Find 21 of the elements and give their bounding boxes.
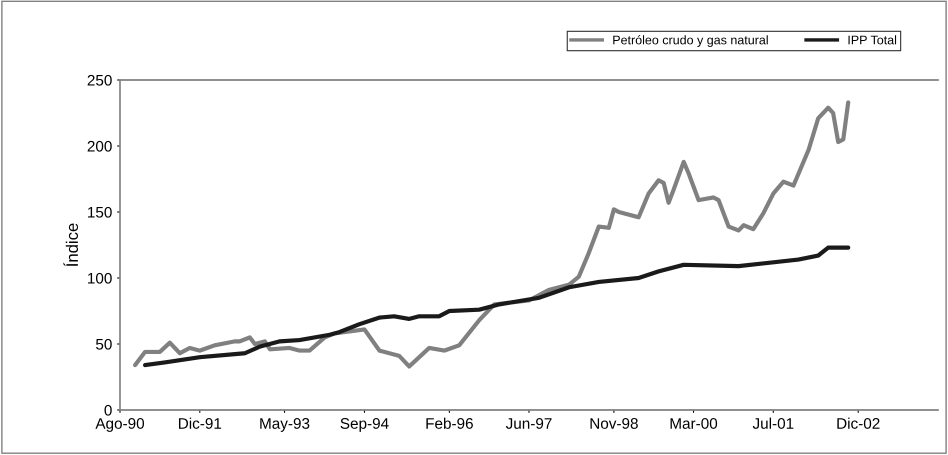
line-series xyxy=(142,246,850,368)
y-tick-label: 100 xyxy=(88,272,112,284)
y-tick-label: 200 xyxy=(88,140,112,152)
x-tick-label: Nov-98 xyxy=(590,418,638,429)
y-tick-label: 250 xyxy=(88,74,112,86)
legend-label: Petróleo crudo y gas natural xyxy=(613,35,768,47)
y-tick-label: 50 xyxy=(96,338,112,350)
legend-label: IPP Total xyxy=(848,35,896,44)
y-tick-label: 0 xyxy=(104,404,112,416)
x-tick-label: Dic-91 xyxy=(178,418,222,429)
x-tick-label: Jun-97 xyxy=(506,418,552,429)
x-tick-label: Sep-94 xyxy=(340,418,389,432)
x-tick-label: Ago-90 xyxy=(95,418,144,432)
y-axis-title: Índice xyxy=(63,224,78,266)
x-tick-label: Jul-01 xyxy=(752,418,794,429)
x-tick-label: Dic-02 xyxy=(837,418,880,429)
x-tick-label: Feb-96 xyxy=(426,418,473,429)
y-tick-label: 150 xyxy=(88,206,112,218)
x-tick-label: May-93 xyxy=(260,418,310,432)
line-series xyxy=(132,100,850,369)
x-tick-label: Mar-00 xyxy=(670,418,718,429)
